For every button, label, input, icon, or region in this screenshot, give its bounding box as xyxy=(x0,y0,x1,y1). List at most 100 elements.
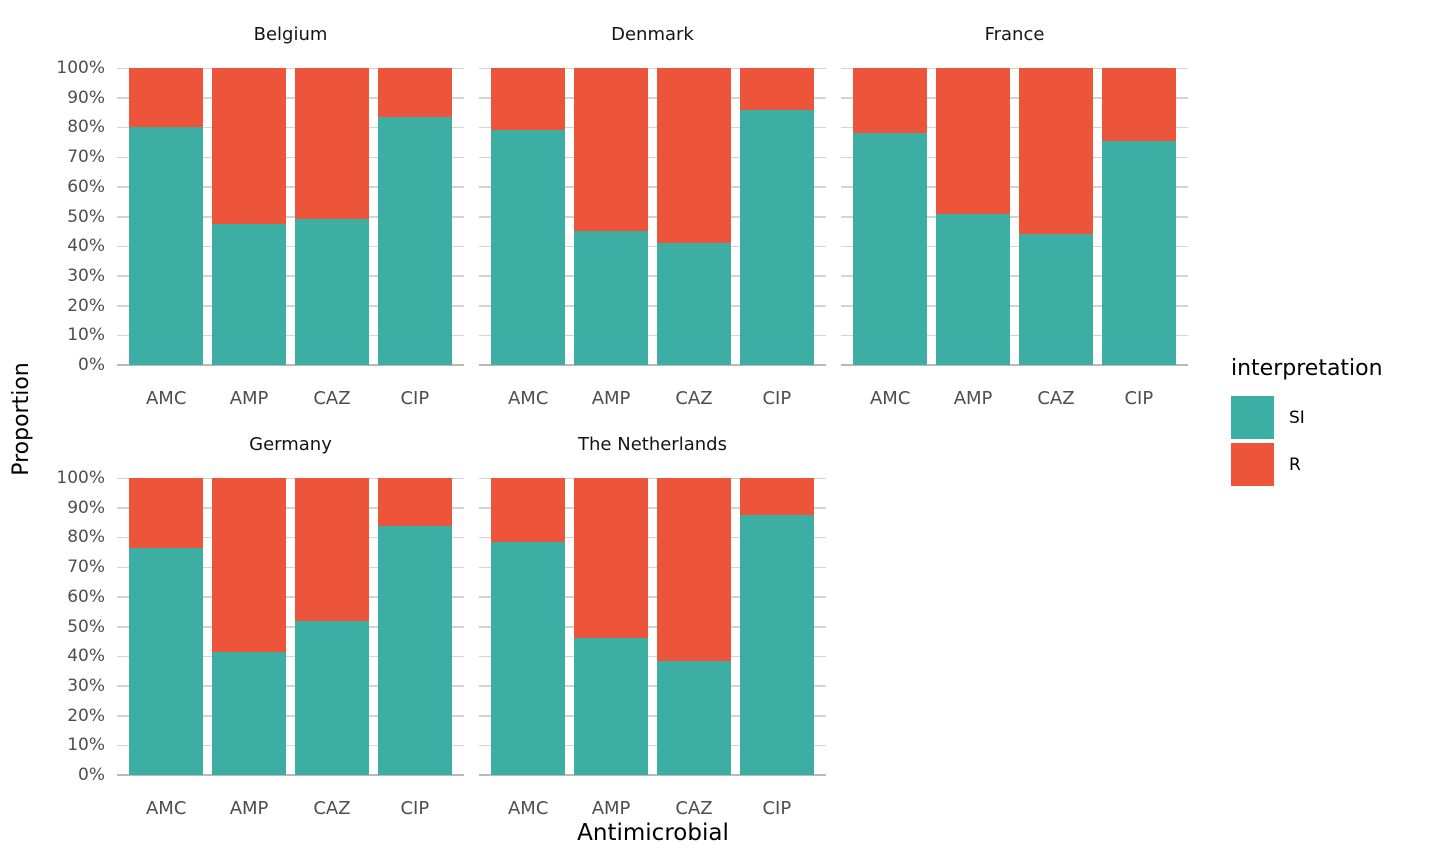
bars xyxy=(491,478,814,775)
bar-amc xyxy=(853,68,928,365)
bar-segment-r-amc xyxy=(491,478,566,542)
legend-items: SI R xyxy=(1231,396,1383,486)
facet-title: Belgium xyxy=(253,24,328,45)
x-axis-labels: AMC AMP CAZ CIP xyxy=(853,388,1176,409)
bar-amp xyxy=(211,478,287,775)
bar-segment-r-amp xyxy=(573,478,649,639)
x-tick-label-cip: CIP xyxy=(400,388,430,409)
bar-amc xyxy=(129,478,204,775)
facet-france: France AMC AMP CAZ CIP xyxy=(841,24,1188,409)
bar-segment-r-caz xyxy=(294,478,370,621)
bar-segment-r-amp xyxy=(211,68,287,224)
panel xyxy=(117,477,464,776)
gridline-100pct xyxy=(117,67,464,69)
gridline-90pct xyxy=(841,97,1188,99)
facet-the-netherlands: The Netherlands AMC AMP CAZ CIP xyxy=(479,434,826,819)
gridline-70pct xyxy=(479,156,826,159)
gridline-40pct xyxy=(479,245,826,248)
bar-segment-si-caz xyxy=(656,660,732,775)
bar-segment-si-caz xyxy=(294,219,370,365)
gridline-0pct xyxy=(479,774,826,776)
y-tick-label-50pct: 50% xyxy=(67,616,105,637)
bar-segment-r-cip xyxy=(377,68,452,117)
gridline-50pct xyxy=(117,626,464,628)
bar-segment-si-cip xyxy=(739,109,814,365)
bar-segment-si-amc xyxy=(129,127,204,365)
gridline-40pct xyxy=(117,245,464,248)
legend-item-si: SI xyxy=(1231,396,1383,439)
bar-amc xyxy=(491,68,566,365)
bar-segment-r-amc xyxy=(853,68,928,134)
gridline-70pct xyxy=(117,566,464,569)
y-tick-label-100pct: 100% xyxy=(56,468,105,488)
y-tick-label-40pct: 40% xyxy=(67,236,105,257)
gridline-50pct xyxy=(479,626,826,628)
bar-caz xyxy=(1018,68,1094,365)
bar-segment-si-amc xyxy=(491,130,566,365)
gridline-60pct xyxy=(479,596,826,598)
bar-segment-si-amp xyxy=(211,223,287,365)
bars xyxy=(129,478,452,775)
bar-segment-r-amp xyxy=(211,478,287,652)
x-tick-label-amc: AMC xyxy=(145,388,187,409)
bar-segment-si-amc xyxy=(129,547,204,775)
bar-segment-r-amp xyxy=(573,68,649,232)
bar-cip xyxy=(377,68,452,365)
bar-segment-r-cip xyxy=(739,478,814,516)
x-tick-label-cip: CIP xyxy=(1124,388,1154,409)
facet-belgium: Belgium AMC AMP CAZ CIP 100% 90% 80% 70% 60% 50% 40… xyxy=(56,24,464,409)
y-tick-label-70pct: 70% xyxy=(67,557,105,578)
y-tick-label-100pct: 100% xyxy=(56,58,105,78)
gridline-100pct xyxy=(117,477,464,479)
bar-segment-si-cip xyxy=(739,515,814,775)
gridline-30pct xyxy=(479,275,826,277)
bar-segment-si-cip xyxy=(1101,140,1176,365)
legend-item-r: R xyxy=(1231,443,1383,486)
y-tick-label-60pct: 60% xyxy=(67,176,105,197)
bar-amp xyxy=(573,478,649,775)
bar-segment-si-amp xyxy=(573,231,649,365)
gridline-70pct xyxy=(479,566,826,569)
facet-title: France xyxy=(984,24,1045,45)
gridline-10pct xyxy=(479,744,826,747)
facet-title: Germany xyxy=(249,434,332,455)
panel xyxy=(479,67,826,366)
gridline-90pct xyxy=(117,97,464,99)
bar-segment-r-caz xyxy=(294,68,370,220)
bar-caz xyxy=(294,478,370,775)
x-tick-label-amp: AMP xyxy=(591,798,631,819)
facet-title: The Netherlands xyxy=(578,434,727,455)
x-tick-label-caz: CAZ xyxy=(313,388,351,409)
gridline-20pct xyxy=(479,305,826,307)
y-tick-label-60pct: 60% xyxy=(67,586,105,607)
bar-amp xyxy=(935,68,1011,365)
bar-amc xyxy=(491,478,566,775)
x-tick-label-amc: AMC xyxy=(145,798,187,819)
bar-segment-r-caz xyxy=(1018,68,1094,235)
y-tick-label-10pct: 10% xyxy=(67,325,105,346)
bar-segment-r-amp xyxy=(935,68,1011,214)
legend-title: interpretation xyxy=(1231,356,1383,381)
bar-segment-r-cip xyxy=(739,68,814,110)
bar-segment-si-caz xyxy=(1018,234,1094,365)
y-tick-label-30pct: 30% xyxy=(67,265,105,286)
y-tick-label-50pct: 50% xyxy=(67,206,105,227)
bar-segment-r-caz xyxy=(656,478,732,661)
bar-amp xyxy=(573,68,649,365)
x-tick-label-amc: AMC xyxy=(869,388,911,409)
bar-segment-r-amc xyxy=(129,478,204,548)
gridline-20pct xyxy=(479,715,826,717)
x-tick-label-cip: CIP xyxy=(762,798,792,819)
gridline-90pct xyxy=(117,507,464,509)
bar-cip xyxy=(739,68,814,365)
x-axis-title: Antimicrobial xyxy=(577,820,729,846)
bar-segment-r-amc xyxy=(491,68,566,131)
gridline-40pct xyxy=(117,655,464,658)
gridline-10pct xyxy=(117,744,464,747)
y-tick-label-0pct: 0% xyxy=(78,355,105,375)
gridline-80pct xyxy=(841,126,1188,129)
bar-segment-si-amp xyxy=(211,651,287,775)
x-tick-label-amp: AMP xyxy=(591,388,631,409)
gridline-70pct xyxy=(117,156,464,159)
